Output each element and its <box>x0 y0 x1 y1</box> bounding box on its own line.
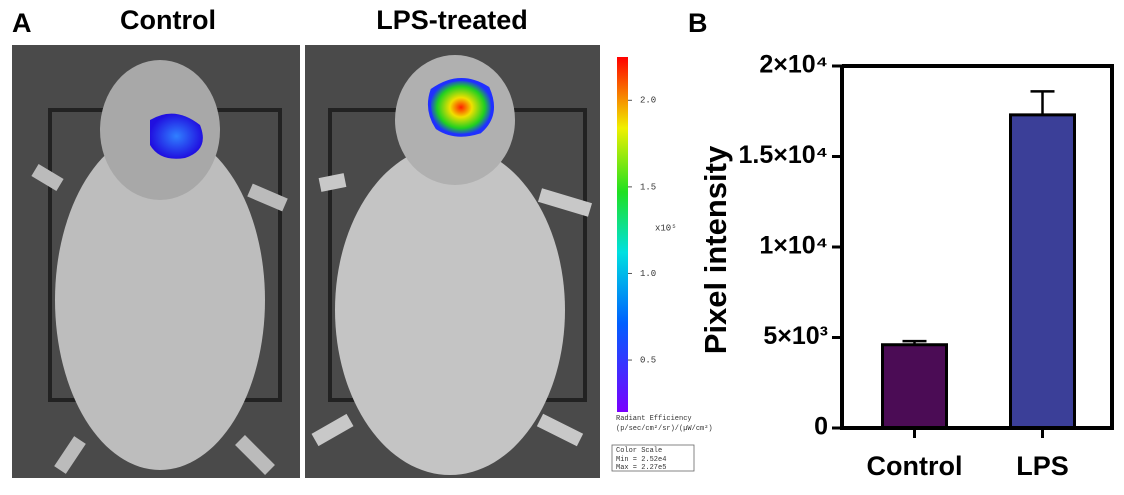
colorbar-tick-label: 1.5 <box>640 182 656 192</box>
colorbar-unit: x10⁵ <box>655 223 677 233</box>
y-tick-label: 5×10³ <box>763 322 828 350</box>
y-axis-label: Pixel intensity <box>698 145 733 354</box>
y-tick-label: 0 <box>814 413 828 441</box>
colorbar-legend: Radiant Efficiency (p/sec/cm²/sr)/(µW/cm²… <box>611 415 713 472</box>
legend-text: Max = 2.27e5 <box>616 464 666 472</box>
panel-label: B <box>688 8 708 38</box>
legend-text: Color Scale <box>616 447 662 455</box>
y-tick-label: 2×10⁴ <box>759 51 828 79</box>
legend-box <box>611 444 695 472</box>
colorbar-tick-label: 1.0 <box>640 269 656 279</box>
x-tick-label: LPS <box>1016 451 1069 481</box>
bar <box>881 343 948 430</box>
image-title: LPS-treated <box>376 5 528 35</box>
colorbar <box>617 57 628 412</box>
legend-text: Radiant Efficiency <box>616 415 692 423</box>
image-title: Control <box>120 5 216 35</box>
y-tick-label: 1.5×10⁴ <box>738 141 828 169</box>
colorbar-tick-label: 0.5 <box>640 355 656 365</box>
x-tick-label: Control <box>867 451 963 481</box>
mouse-image <box>305 45 600 478</box>
legend-text: (p/sec/cm²/sr)/(µW/cm²) <box>616 425 713 433</box>
mouse-image <box>12 45 300 478</box>
panel-label: A <box>12 8 32 38</box>
y-tick-label: 1×10⁴ <box>759 232 828 260</box>
legend-text: Min = 2.52e4 <box>616 456 666 464</box>
bar <box>1009 113 1076 430</box>
colorbar-tick-label: 2.0 <box>640 96 656 106</box>
